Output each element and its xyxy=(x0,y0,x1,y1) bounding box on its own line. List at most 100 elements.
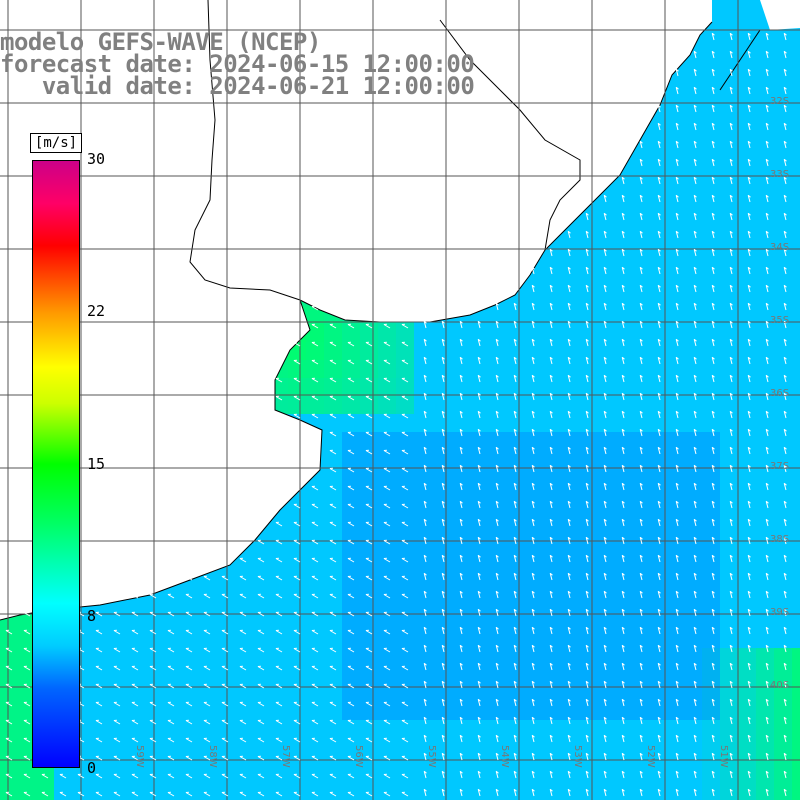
field-cell xyxy=(684,72,702,90)
wind-arrow-head xyxy=(495,518,499,522)
field-cell xyxy=(666,558,684,576)
wind-arrow xyxy=(747,321,751,329)
field-cell xyxy=(90,666,108,684)
field-cell xyxy=(684,630,702,648)
wind-arrow xyxy=(675,195,679,203)
wind-arrow xyxy=(711,699,715,707)
field-cell xyxy=(558,792,576,800)
wind-arrow-head xyxy=(441,554,445,558)
wind-arrow xyxy=(95,738,103,743)
field-cell xyxy=(162,774,180,792)
wind-arrow-head xyxy=(603,464,607,468)
field-cell xyxy=(738,504,756,522)
wind-arrow xyxy=(5,666,13,671)
field-cell xyxy=(702,270,720,288)
wind-arrow xyxy=(603,429,607,437)
field-cell xyxy=(18,684,36,702)
wind-arrow xyxy=(513,339,517,347)
wind-arrow xyxy=(639,141,643,149)
field-cell xyxy=(396,720,414,738)
wind-arrow-head xyxy=(567,446,571,450)
field-cell xyxy=(666,360,684,378)
field-cell xyxy=(792,576,800,594)
wind-arrow xyxy=(711,105,715,113)
wind-arrow-head xyxy=(549,734,553,738)
wind-arrow-head xyxy=(477,356,481,360)
wind-arrow xyxy=(441,501,445,509)
field-cell xyxy=(252,540,270,558)
wind-arrow xyxy=(693,141,697,149)
wind-arrow-head xyxy=(621,266,625,270)
forecast-date: forecast date: 2024-06-15 12:00:00 xyxy=(0,50,475,78)
wind-arrow xyxy=(257,630,265,635)
wind-arrow-head xyxy=(765,770,769,774)
wind-arrow-head xyxy=(423,482,427,486)
field-cell xyxy=(756,702,774,720)
wind-arrow xyxy=(729,537,733,545)
wind-arrow-head xyxy=(549,770,553,774)
field-cell xyxy=(504,576,522,594)
field-cell xyxy=(324,486,342,504)
wind-arrow xyxy=(293,648,301,653)
wind-arrow-head xyxy=(549,518,553,522)
wind-arrow-head xyxy=(477,770,481,774)
field-cell xyxy=(234,792,252,800)
field-cell xyxy=(18,720,36,738)
wind-arrow xyxy=(693,321,697,329)
wind-arrow xyxy=(531,501,535,509)
wind-arrow-head xyxy=(675,248,679,252)
wind-arrow xyxy=(567,735,571,743)
wind-arrow-head xyxy=(783,626,787,630)
wind-arrow-head xyxy=(747,428,751,432)
field-cell xyxy=(684,198,702,216)
field-cell xyxy=(540,414,558,432)
wind-arrow xyxy=(311,504,319,509)
wind-arrow-head xyxy=(711,446,715,450)
wind-arrow xyxy=(531,357,535,365)
field-cell xyxy=(576,648,594,666)
wind-arrow-head xyxy=(495,428,499,432)
wind-arrow xyxy=(365,486,373,491)
wind-arrow xyxy=(765,321,769,329)
wind-arrow-head xyxy=(693,122,697,126)
field-cell xyxy=(198,612,216,630)
field-cell xyxy=(774,540,792,558)
field-cell xyxy=(162,720,180,738)
wind-arrow xyxy=(747,717,751,725)
field-cell xyxy=(324,414,342,432)
wind-arrow-head xyxy=(441,518,445,522)
field-cell xyxy=(756,126,774,144)
field-cell xyxy=(756,342,774,360)
wind-arrow-head xyxy=(495,464,499,468)
field-cell xyxy=(594,342,612,360)
wind-arrow-head xyxy=(639,320,643,324)
field-cell xyxy=(432,324,450,342)
field-cell xyxy=(540,288,558,306)
field-cell xyxy=(162,666,180,684)
wind-arrow-head xyxy=(531,644,535,648)
wind-arrow-head xyxy=(621,770,625,774)
field-cell xyxy=(648,180,666,198)
field-cell xyxy=(702,594,720,612)
wind-arrow xyxy=(347,450,355,455)
field-cell xyxy=(540,324,558,342)
field-cell xyxy=(450,612,468,630)
wind-arrow xyxy=(239,594,247,599)
field-cell xyxy=(558,612,576,630)
wind-arrow-head xyxy=(549,680,553,684)
wind-arrow-head xyxy=(783,698,787,702)
wind-arrow xyxy=(693,447,697,455)
wind-arrow-head xyxy=(783,266,787,270)
wind-arrow-head xyxy=(621,338,625,342)
wind-arrow-head xyxy=(729,752,733,756)
field-cell xyxy=(720,576,738,594)
wind-arrow xyxy=(513,321,517,329)
wind-arrow-head xyxy=(477,338,481,342)
wind-arrow xyxy=(239,738,247,743)
field-cell xyxy=(774,522,792,540)
wind-arrow-head xyxy=(747,356,751,360)
field-cell xyxy=(162,630,180,648)
wind-arrow xyxy=(783,411,787,419)
field-cell xyxy=(792,162,800,180)
field-cell xyxy=(18,648,36,666)
